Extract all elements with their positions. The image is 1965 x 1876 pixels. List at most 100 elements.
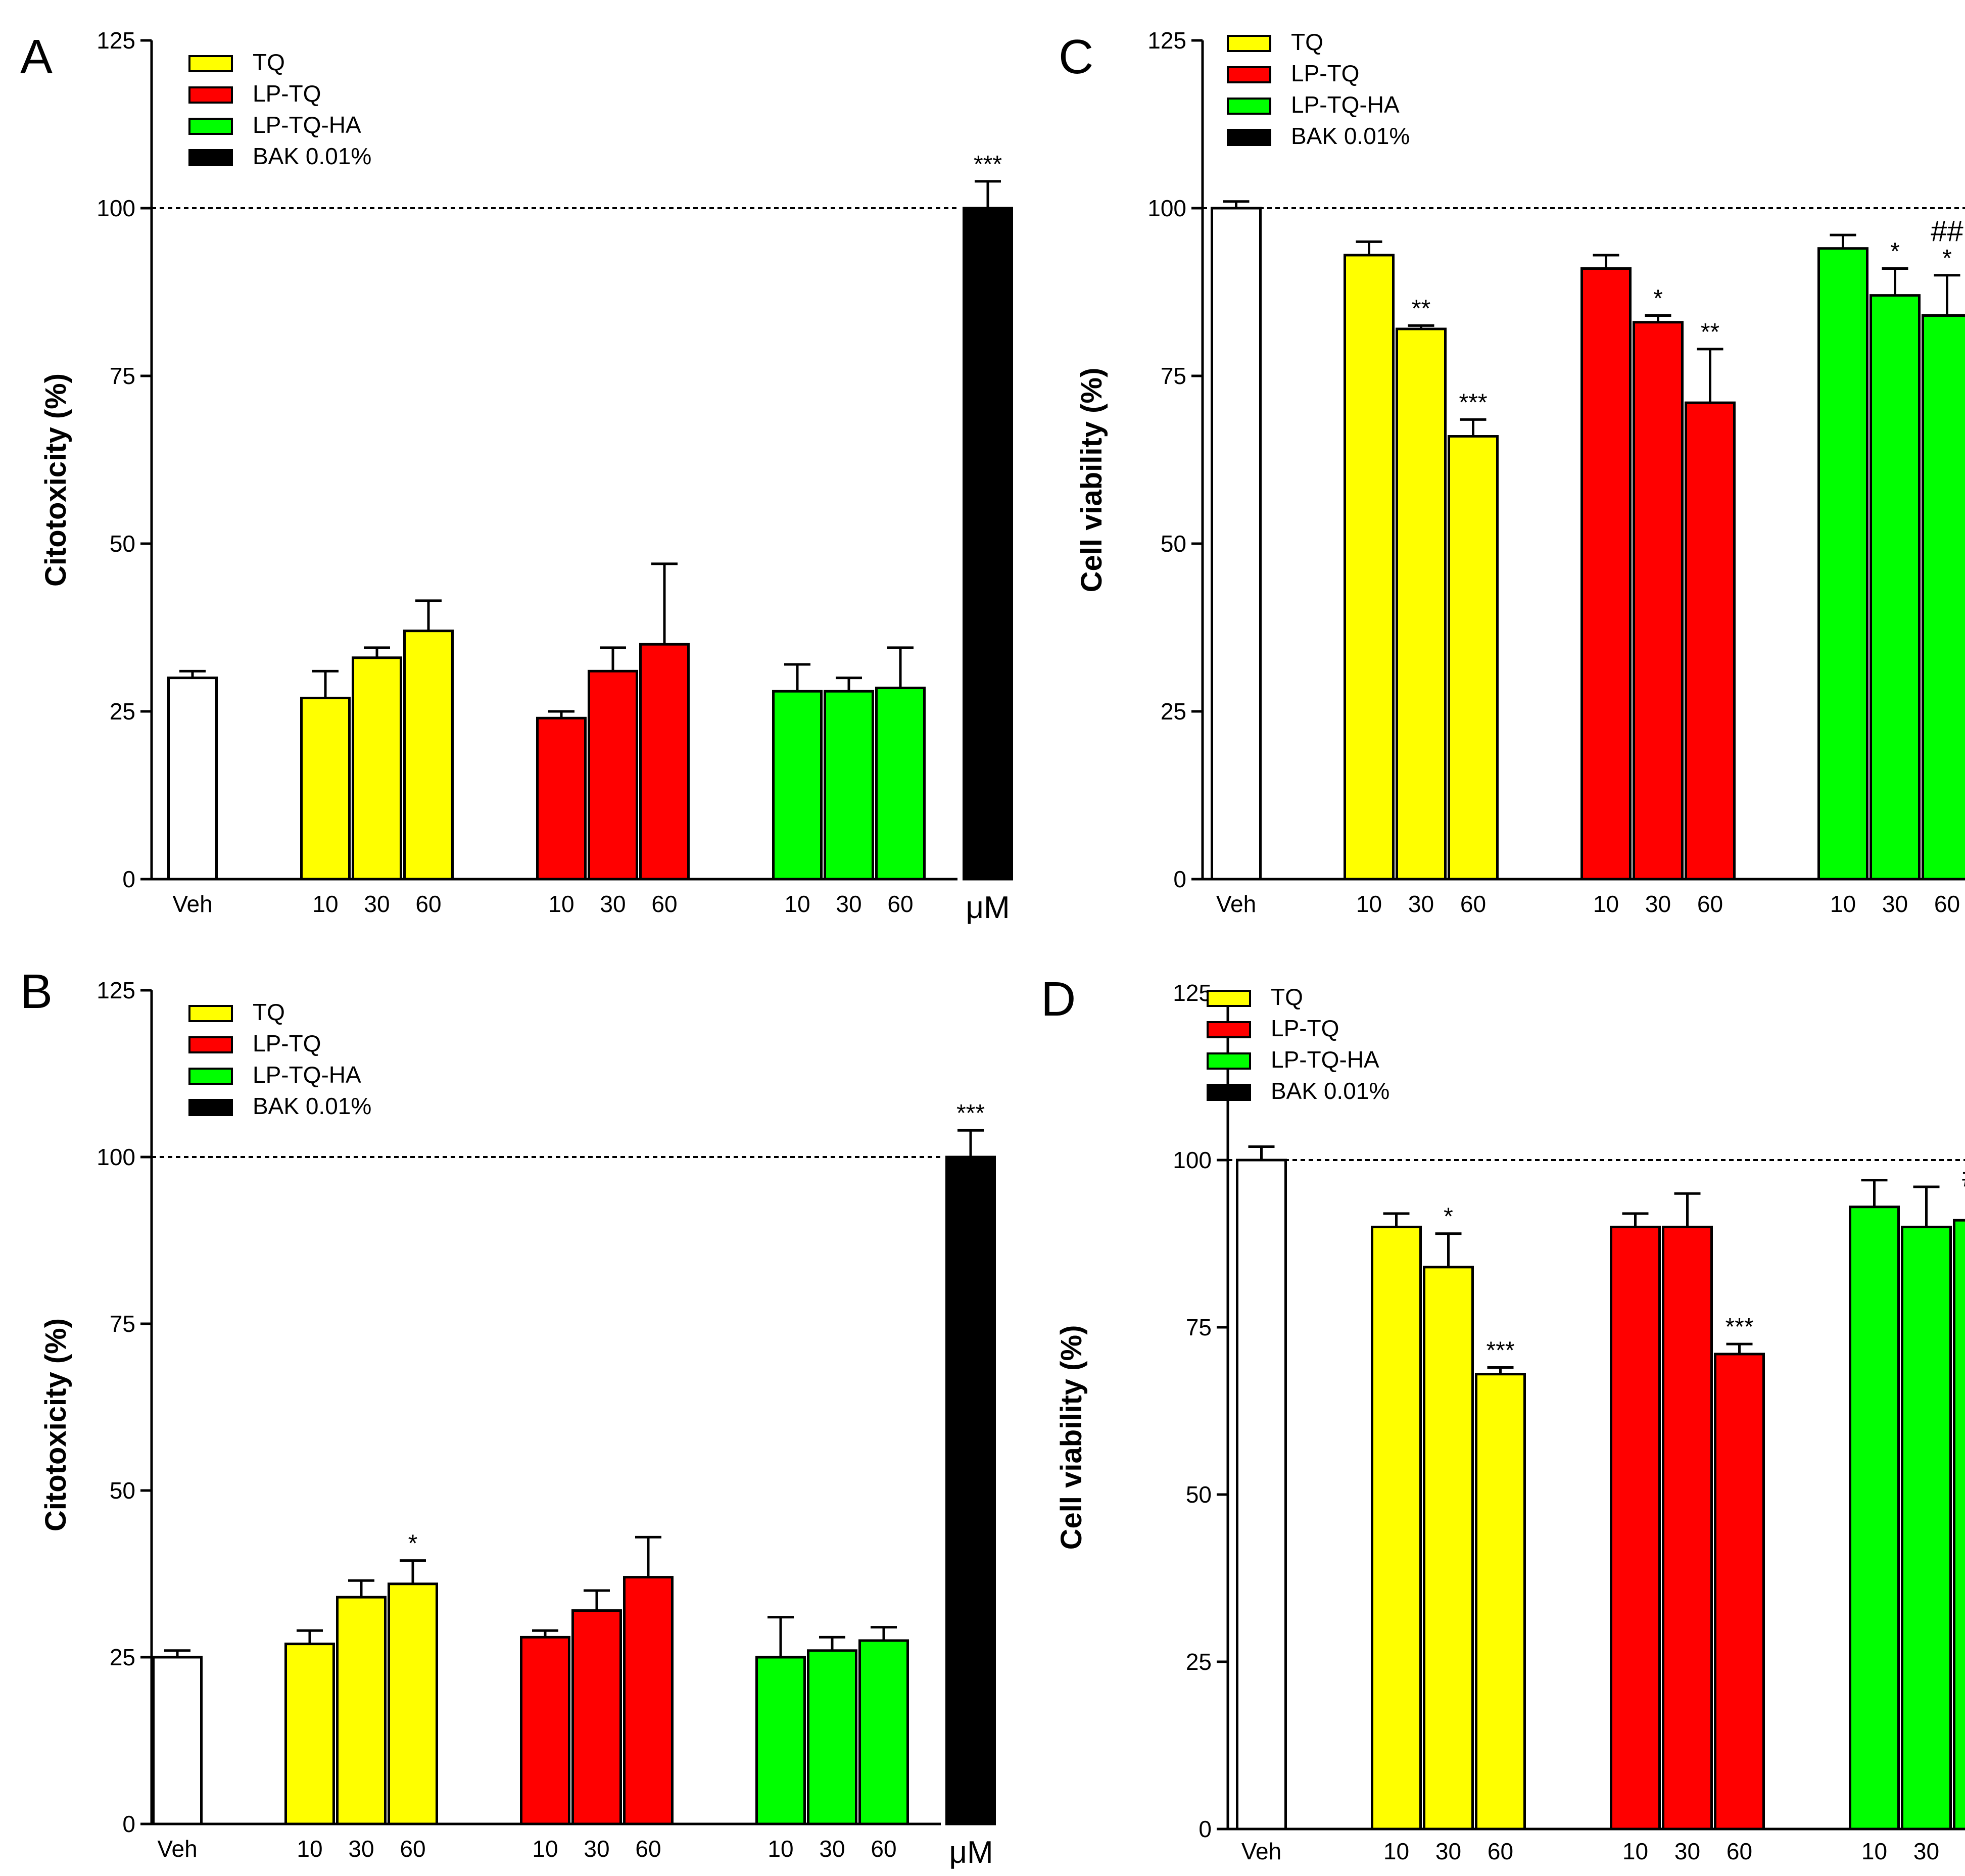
x-tick-label: 60 xyxy=(887,891,913,917)
legend-label: TQ xyxy=(1291,29,1323,55)
x-tick-label: 30 xyxy=(836,891,861,917)
x-tick-label: 10 xyxy=(1593,891,1619,917)
y-tick-label: 25 xyxy=(1161,698,1186,725)
legend-swatch xyxy=(1227,66,1271,83)
x-tick-label: 30 xyxy=(1913,1838,1939,1864)
y-tick-label: 50 xyxy=(110,531,135,557)
legend-swatch xyxy=(1227,98,1271,115)
bar xyxy=(1344,254,1395,881)
legend-label: BAK 0.01% xyxy=(1271,1078,1389,1104)
x-tick-label: 10 xyxy=(548,891,574,917)
x-tick-label: 60 xyxy=(635,1836,661,1862)
x-tick-label: Veh xyxy=(1216,891,1256,917)
significance-label: *** xyxy=(956,1100,985,1127)
bar xyxy=(858,1639,909,1825)
legend-label: BAK 0.01% xyxy=(253,1093,371,1119)
bar xyxy=(1610,1225,1661,1831)
x-tick-label: Veh xyxy=(157,1836,197,1862)
legend-swatch xyxy=(1227,35,1271,52)
bar xyxy=(1448,435,1499,881)
legend-swatch xyxy=(1207,1052,1251,1070)
legend-label: TQ xyxy=(253,49,285,75)
significance-label: * xyxy=(1653,285,1663,312)
y-tick-label: 100 xyxy=(1147,195,1186,221)
x-unit-label: μM xyxy=(949,1835,993,1870)
significance-label: * xyxy=(1890,238,1900,265)
x-tick-label: 60 xyxy=(1934,891,1960,917)
legend-label: TQ xyxy=(1271,984,1303,1010)
bar xyxy=(167,677,218,881)
significance-label: ** xyxy=(1412,295,1430,322)
panel-letter: A xyxy=(20,30,53,84)
panel-c: C Cell viability (%) 0 25 50 75 100 125 Veh 10 *… xyxy=(1059,27,1965,917)
plot-area: 0 25 50 75 100 125 Veh 10 30 * 60 10 30 60 10 30 60 *** μM… xyxy=(97,977,996,1870)
y-tick-label: 125 xyxy=(1147,27,1186,54)
y-axis-label: Citotoxicity (%) xyxy=(39,373,72,587)
bar xyxy=(336,1596,387,1825)
x-tick-label: 10 xyxy=(1356,891,1382,917)
bar xyxy=(963,207,1013,881)
x-tick-label: 30 xyxy=(1408,891,1434,917)
legend-swatch xyxy=(188,118,233,135)
y-axis-label: Cell viability (%) xyxy=(1075,368,1108,593)
bar xyxy=(152,1656,203,1825)
legend-label: LP-TQ-HA xyxy=(1271,1046,1379,1073)
legend-swatch xyxy=(188,1005,233,1022)
y-axis-label: Citotoxicity (%) xyxy=(39,1318,72,1531)
legend-swatch xyxy=(188,149,233,166)
y-tick-label: 50 xyxy=(1186,1481,1212,1508)
x-tick-label: 60 xyxy=(1727,1838,1752,1864)
x-tick-label: 60 xyxy=(871,1836,896,1862)
legend-swatch xyxy=(188,1068,233,1085)
x-tick-label: 10 xyxy=(1830,891,1856,917)
bar xyxy=(588,669,638,881)
legend-label: LP-TQ xyxy=(253,1030,321,1056)
x-tick-label: 10 xyxy=(297,1836,322,1862)
y-axis-label: Cell viability (%) xyxy=(1055,1325,1088,1550)
x-tick-label: Veh xyxy=(1241,1838,1281,1864)
legend-swatch xyxy=(1207,1021,1251,1038)
legend-swatch xyxy=(1207,990,1251,1007)
bar xyxy=(1714,1353,1765,1831)
y-tick-label: 0 xyxy=(1173,866,1186,892)
panel-letter: B xyxy=(20,965,53,1019)
panel-letter: D xyxy=(1041,972,1076,1026)
significance-label: * xyxy=(1942,245,1952,272)
bar xyxy=(1922,314,1965,881)
panel-letter: C xyxy=(1059,30,1093,84)
bar xyxy=(284,1643,335,1825)
y-tick-label: 125 xyxy=(1173,980,1212,1006)
y-tick-label: 100 xyxy=(97,195,135,221)
x-tick-label: 30 xyxy=(600,891,626,917)
y-tick-label: 75 xyxy=(1161,363,1186,389)
bar xyxy=(571,1609,622,1825)
x-tick-label: 30 xyxy=(348,1836,374,1862)
bar xyxy=(1662,1225,1713,1831)
legend-swatch xyxy=(1207,1084,1251,1101)
y-tick-label: 0 xyxy=(122,866,135,892)
bar xyxy=(1870,294,1921,881)
bar xyxy=(623,1576,674,1825)
bar xyxy=(772,690,823,881)
bar xyxy=(755,1656,806,1825)
y-tick-label: 0 xyxy=(1199,1816,1212,1842)
x-tick-label: 30 xyxy=(1435,1838,1461,1864)
y-tick-label: 125 xyxy=(97,27,135,54)
significance-label: * xyxy=(1444,1204,1453,1230)
legend-swatch xyxy=(188,1099,233,1116)
significance-label: *** xyxy=(1486,1337,1514,1364)
legend-label: LP-TQ-HA xyxy=(1291,91,1400,118)
y-tick-label: 0 xyxy=(122,1811,135,1837)
x-tick-label: 30 xyxy=(584,1836,609,1862)
x-tick-label: 60 xyxy=(1488,1838,1513,1864)
bar xyxy=(1236,1159,1287,1831)
y-tick-label: 25 xyxy=(110,698,135,725)
hash-label: ## xyxy=(1931,215,1963,248)
panel-d: D Cell viability (%) 0 25 50 75 100 125 Veh 10 *… xyxy=(1041,972,1965,1864)
legend-label: LP-TQ-HA xyxy=(253,112,361,138)
significance-label: * xyxy=(408,1530,418,1557)
x-tick-label: 10 xyxy=(312,891,338,917)
y-tick-label: 50 xyxy=(1161,531,1186,557)
bar xyxy=(536,716,587,881)
y-tick-label: 75 xyxy=(110,1311,135,1337)
